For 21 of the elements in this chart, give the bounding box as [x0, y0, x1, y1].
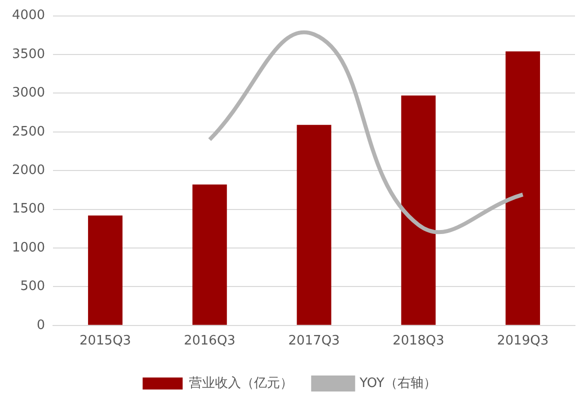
x-tick-label: 2019Q3 [497, 334, 549, 349]
bar [401, 96, 436, 325]
bar [192, 184, 227, 325]
bar [88, 215, 122, 325]
legend-label: YOY（右轴） [358, 376, 436, 391]
x-tick-label: 2016Q3 [184, 334, 236, 349]
y-tick-label: 2000 [12, 162, 46, 178]
x-tick-label: 2017Q3 [288, 334, 340, 349]
bar [506, 51, 540, 325]
bar [296, 124, 332, 325]
x-tick-label: 2018Q3 [392, 334, 444, 349]
legend-label: 营业收入（亿元） [189, 376, 294, 391]
y-tick-label: 3500 [12, 46, 46, 62]
y-tick-label: 1000 [12, 240, 46, 256]
y-tick-label: 500 [20, 279, 46, 294]
y-tick-label: 0 [36, 318, 46, 333]
y-tick-label: 1500 [12, 202, 46, 217]
x-tick-label: 2015Q3 [79, 334, 132, 349]
y-tick-label: 2500 [12, 124, 46, 140]
y-tick-label: 3000 [12, 86, 46, 101]
y-tick-label: 4000 [12, 8, 46, 24]
